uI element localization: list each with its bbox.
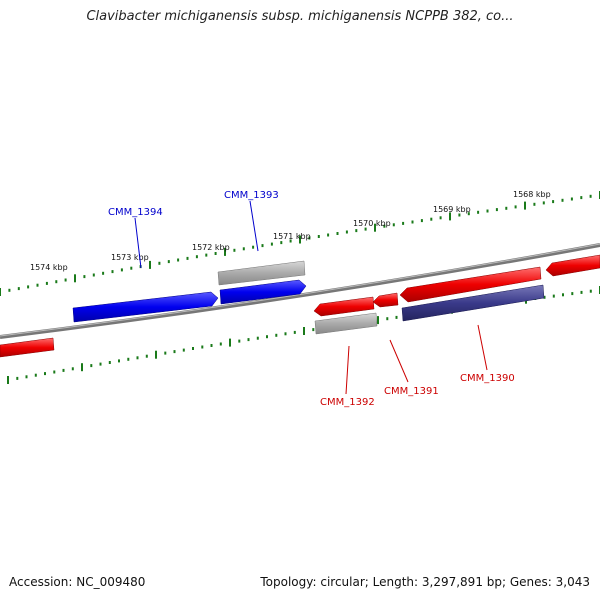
tick-label: 1572 kbp <box>192 243 230 252</box>
backbone-highlight <box>0 243 600 337</box>
genome-summary-text: Topology: circular; Length: 3,297,891 bp… <box>260 575 590 589</box>
gene-labels: CMM_1394 CMM_1393 CMM_1392 CMM_1391 CMM_… <box>108 190 515 408</box>
gene-bar-cmm-1390[interactable] <box>401 284 545 322</box>
backbone-line <box>0 243 600 339</box>
gene-label-cmm-1391[interactable]: CMM_1391 <box>384 386 439 397</box>
accession-text: Accession: NC_009480 <box>9 575 146 589</box>
tick-label: 1569 kbp <box>433 205 471 214</box>
pseudogene-bar[interactable] <box>217 260 306 286</box>
gene-arrow[interactable] <box>545 254 600 277</box>
leader-line <box>249 200 259 252</box>
gene-arrow[interactable] <box>0 337 55 358</box>
leader-line <box>345 345 350 395</box>
gene-arrow[interactable] <box>399 266 542 303</box>
label-leaders <box>134 200 488 395</box>
leader-line <box>477 324 488 371</box>
leader-line <box>389 339 409 383</box>
tick-label: 1573 kbp <box>111 253 149 262</box>
tick-row-top <box>0 191 600 296</box>
gene-arrow-cmm-1393[interactable] <box>219 279 307 305</box>
tick-label: 1570 kbp <box>353 219 391 228</box>
page-title: Clavibacter michiganensis subsp. michiga… <box>86 9 514 24</box>
gene-label-cmm-1394[interactable]: CMM_1394 <box>108 207 163 218</box>
pseudogene-bar-cmm-1392[interactable] <box>314 312 378 335</box>
gene-label-cmm-1392[interactable]: CMM_1392 <box>320 397 375 408</box>
tick-label: 1568 kbp <box>513 190 551 199</box>
tick-labels: 1574 kbp 1573 kbp 1572 kbp 1571 kbp 1570… <box>30 190 551 272</box>
gene-label-cmm-1393[interactable]: CMM_1393 <box>224 190 279 201</box>
gene-arrow-cmm-1391[interactable] <box>372 292 399 308</box>
leader-line <box>134 217 142 269</box>
gene-label-cmm-1390[interactable]: CMM_1390 <box>460 373 515 384</box>
gene-arrow[interactable] <box>313 296 375 317</box>
gene-tracks <box>0 254 600 358</box>
tick-label: 1574 kbp <box>30 263 68 272</box>
tick-label: 1571 kbp <box>273 232 311 241</box>
gene-arrow-cmm-1394[interactable] <box>72 291 219 323</box>
